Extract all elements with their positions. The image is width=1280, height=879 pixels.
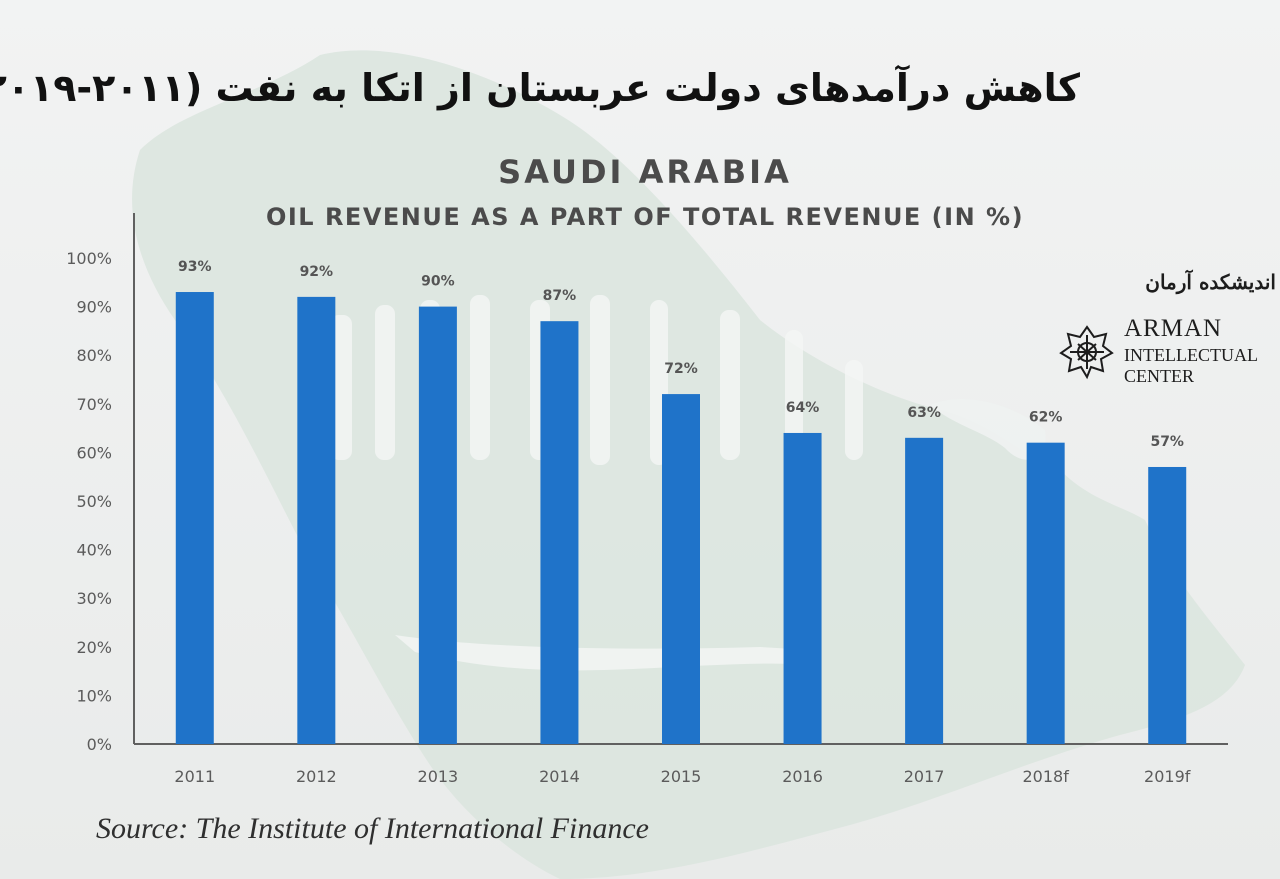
y-tick-label: 20%: [76, 638, 112, 657]
y-tick-label: 40%: [76, 541, 112, 560]
data-label-2017: 63%: [907, 405, 941, 421]
data-label-2019f: 57%: [1150, 434, 1184, 450]
data-label-2011: 93%: [178, 259, 212, 275]
data-label-2014: 87%: [543, 288, 577, 304]
y-tick-label: 60%: [76, 443, 112, 462]
logo-persian-name: اندیشکده آرمان: [1145, 270, 1276, 294]
x-tick-label-2012: 2012: [296, 767, 337, 786]
x-tick-label-2015: 2015: [661, 767, 702, 786]
persian-title: کاهش درآمدهای دولت عربستان از اتکا به نف…: [0, 66, 1080, 110]
y-tick-label: 30%: [76, 589, 112, 608]
bar-2018f: [1026, 442, 1065, 744]
logo-name-line2: INTELLECTUAL: [1124, 345, 1258, 365]
y-tick-label: 90%: [76, 298, 112, 317]
bar-2012: [297, 296, 336, 744]
data-label-2012: 92%: [300, 264, 334, 280]
y-tick-label: 10%: [76, 686, 112, 705]
bar-2017: [905, 437, 944, 744]
x-tick-label-2014: 2014: [539, 767, 580, 786]
logo-name-line3: CENTER: [1124, 366, 1194, 386]
data-label-2016: 64%: [786, 400, 820, 416]
chart-subtitle: OIL REVENUE AS A PART OF TOTAL REVENUE (…: [265, 203, 1025, 231]
x-tick-label-2013: 2013: [418, 767, 459, 786]
x-tick-label-2017: 2017: [904, 767, 945, 786]
x-tick-label-2011: 2011: [174, 767, 215, 786]
x-tick-label-2016: 2016: [782, 767, 823, 786]
source-note: Source: The Institute of International F…: [96, 812, 649, 845]
bar-2016: [783, 432, 822, 744]
data-label-2015: 72%: [664, 361, 698, 377]
bar-2013: [418, 306, 457, 744]
x-tick-label-2019f: 2019f: [1144, 767, 1191, 786]
data-label-2018f: 62%: [1029, 410, 1063, 426]
bar-2014: [540, 321, 579, 744]
x-tick-label-2018f: 2018f: [1022, 767, 1069, 786]
chart-title: SAUDI ARABIA: [498, 153, 792, 191]
y-tick-label: 100%: [66, 249, 112, 268]
gulf-water-shape: [930, 399, 1046, 460]
bar-2019f: [1148, 466, 1187, 744]
sword-shape: [395, 635, 815, 671]
y-tick-label: 0%: [87, 735, 112, 754]
bar-2011: [175, 292, 214, 744]
knot-logo-icon: [1059, 325, 1114, 380]
y-tick-label: 50%: [76, 492, 112, 511]
logo-name-line1: ARMAN: [1124, 315, 1223, 342]
y-tick-label: 80%: [76, 346, 112, 365]
bar-2015: [662, 394, 700, 744]
y-tick-label: 70%: [76, 395, 112, 414]
data-label-2013: 90%: [421, 274, 455, 290]
arman-intellectual-center-logo: اندیشکده آرمان ARMAN INTELLECTUAL CENTER: [1058, 270, 1276, 386]
